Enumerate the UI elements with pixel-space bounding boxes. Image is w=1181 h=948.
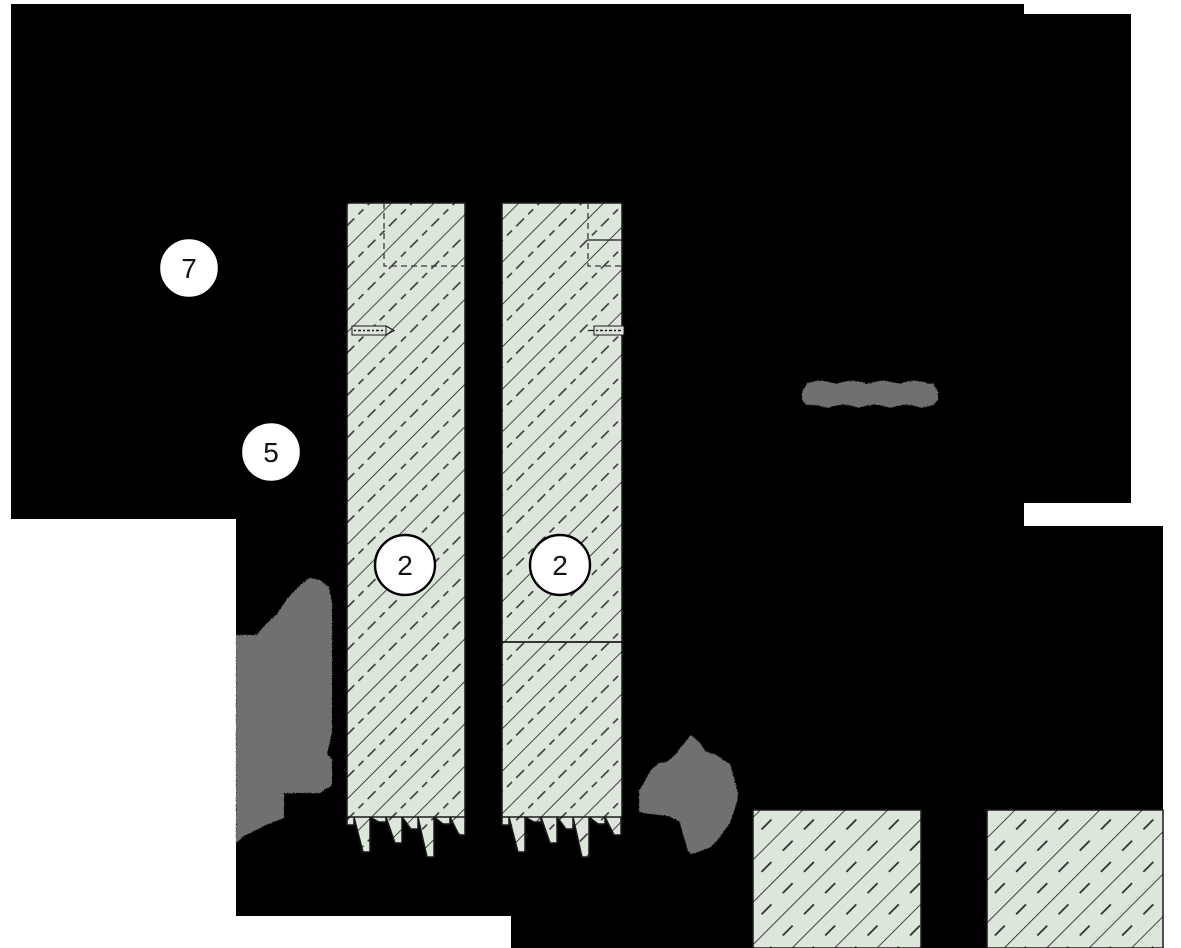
svg-text:2: 2 [397,550,413,581]
svg-text:2: 2 [552,550,568,581]
svg-text:5: 5 [263,437,279,468]
svg-text:7: 7 [181,253,197,284]
